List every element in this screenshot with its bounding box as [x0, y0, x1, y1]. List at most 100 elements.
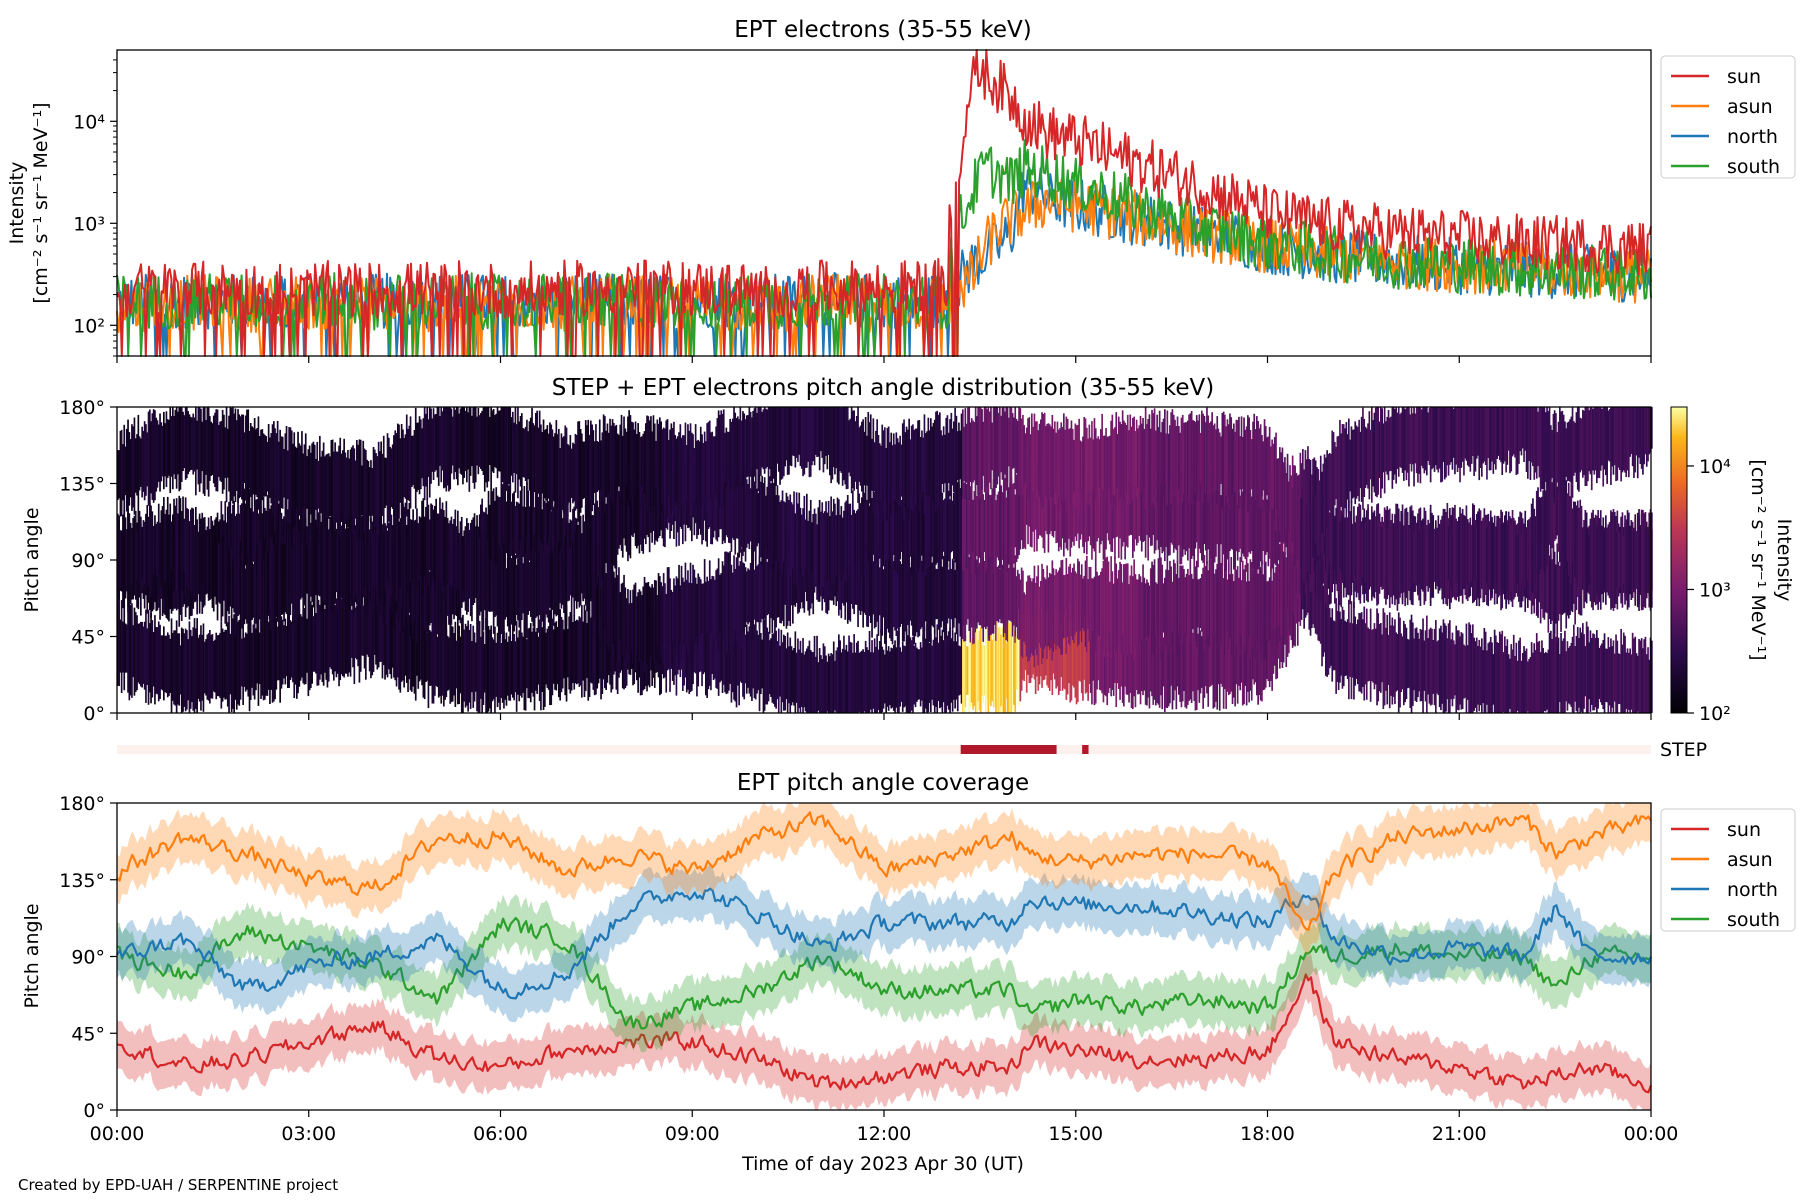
heatmap-cell: [1158, 463, 1161, 560]
heatmap-cell: [862, 537, 864, 628]
heatmap-cell: [492, 639, 495, 700]
heatmap-cell: [1197, 420, 1199, 496]
heatmap-cell: [428, 571, 431, 626]
heatmap-cell: [734, 412, 737, 493]
heatmap-cell: [1161, 615, 1164, 710]
heatmap-cell: [1429, 627, 1432, 706]
heatmap-cell: [1413, 407, 1415, 487]
heatmap-cell: [652, 587, 655, 656]
heatmap-cell: [210, 542, 212, 591]
heatmap-cell: [198, 634, 201, 702]
heatmap-cell: [1009, 622, 1011, 713]
heatmap-cell: [768, 640, 771, 694]
heatmap-cell: [840, 407, 843, 473]
heatmap-cell: [1424, 407, 1427, 471]
heatmap-cell: [867, 650, 870, 713]
heatmap-cell: [1388, 417, 1391, 472]
heatmap-cell: [486, 407, 489, 488]
heatmap-cell: [417, 523, 420, 574]
heatmap-cell: [613, 571, 615, 644]
heatmap-cell: [886, 428, 889, 521]
heatmap-cell: [495, 413, 498, 469]
heatmap-cell: [1575, 412, 1578, 482]
heatmap-cell: [853, 410, 855, 491]
heatmap-cell: [503, 407, 505, 478]
heatmap-cell: [439, 559, 441, 640]
heatmap-cell: [1362, 619, 1364, 687]
heatmap-cell: [354, 607, 357, 658]
heatmap-cell: [1046, 474, 1048, 535]
heatmap-cell: [1465, 505, 1468, 600]
heatmap-cell: [861, 552, 863, 612]
heatmap-cell: [1463, 644, 1465, 699]
heatmap-cell: [257, 513, 260, 563]
heatmap-cell: [389, 599, 391, 675]
heatmap-cell: [979, 407, 982, 499]
heatmap-cell: [691, 432, 693, 517]
heatmap-cell: [1412, 510, 1414, 606]
heatmap-cell: [1023, 614, 1025, 682]
heatmap-cell: [927, 634, 930, 713]
heatmap-cell: [1492, 407, 1495, 474]
heatmap-cell: [1189, 413, 1192, 503]
heatmap-cell: [546, 425, 549, 506]
heatmap-cell: [460, 516, 463, 608]
heatmap-cell: [143, 421, 146, 501]
heatmap-cell: [868, 422, 871, 504]
heatmap-cell: [1592, 526, 1594, 594]
heatmap-cell: [1002, 482, 1005, 570]
heatmap-cell: [1350, 500, 1353, 596]
heatmap-cell: [866, 542, 868, 627]
heatmap-cell: [1019, 609, 1022, 702]
heatmap-cell: [1396, 412, 1399, 470]
heatmap-cell: [317, 460, 320, 509]
heatmap-cell: [1326, 585, 1328, 677]
heatmap-cell: [912, 636, 914, 713]
heatmap-cell: [1065, 558, 1068, 654]
heatmap-cell: [427, 504, 430, 586]
heatmap-cell: [1170, 412, 1172, 504]
heatmap-cell: [738, 463, 740, 558]
heatmap-cell: [1491, 517, 1493, 595]
heatmap-cell: [933, 419, 936, 504]
heatmap-cell: [1644, 636, 1647, 713]
heatmap-cell: [767, 561, 770, 615]
heatmap-cell: [1519, 637, 1521, 713]
heatmap-cell: [1598, 647, 1601, 700]
heatmap-cell: [200, 625, 202, 711]
heatmap-cell: [742, 562, 744, 634]
heatmap-cell: [1608, 647, 1611, 706]
heatmap-cell: [237, 559, 239, 617]
heatmap-cell: [261, 619, 264, 696]
heatmap-cell: [1061, 559, 1064, 655]
heatmap-cell: [210, 634, 212, 699]
heatmap-cell: [416, 422, 418, 492]
heatmap-cell: [519, 416, 522, 487]
heatmap-cell: [224, 531, 227, 624]
heatmap-cell: [1217, 428, 1220, 492]
heatmap-cell: [1285, 475, 1288, 530]
heatmap-cell: [459, 521, 462, 602]
heatmap-cell: [444, 517, 446, 582]
heatmap-cell: [246, 409, 248, 508]
heatmap-cell: [1291, 534, 1294, 612]
heatmap-cell: [478, 415, 481, 467]
heatmap-cell: [1447, 623, 1450, 713]
heatmap-cell: [117, 534, 119, 586]
heatmap-cell: [1569, 496, 1571, 567]
heatmap-cell: [449, 549, 452, 625]
heatmap-cell: [714, 623, 716, 679]
heatmap-cell: [1059, 567, 1061, 649]
heatmap-cell: [1397, 612, 1400, 713]
heatmap-cell: [1031, 413, 1033, 505]
heatmap-cell: [1075, 425, 1078, 508]
heatmap-cell: [726, 431, 729, 482]
heatmap-cell: [150, 421, 152, 494]
heatmap-cell: [1006, 546, 1009, 642]
heatmap-cell: [1083, 417, 1086, 514]
heatmap-cell: [877, 493, 880, 565]
heatmap-cell: [188, 621, 191, 713]
heatmap-cell: [1004, 411, 1006, 475]
heatmap-cell: [225, 407, 228, 503]
heatmap-cell: [702, 442, 705, 497]
